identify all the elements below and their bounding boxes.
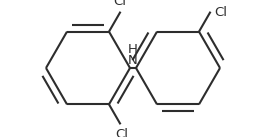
Text: Cl: Cl (214, 6, 227, 19)
Text: Cl: Cl (113, 0, 126, 8)
Text: Cl: Cl (115, 128, 129, 137)
Text: H
N: H N (128, 43, 138, 67)
